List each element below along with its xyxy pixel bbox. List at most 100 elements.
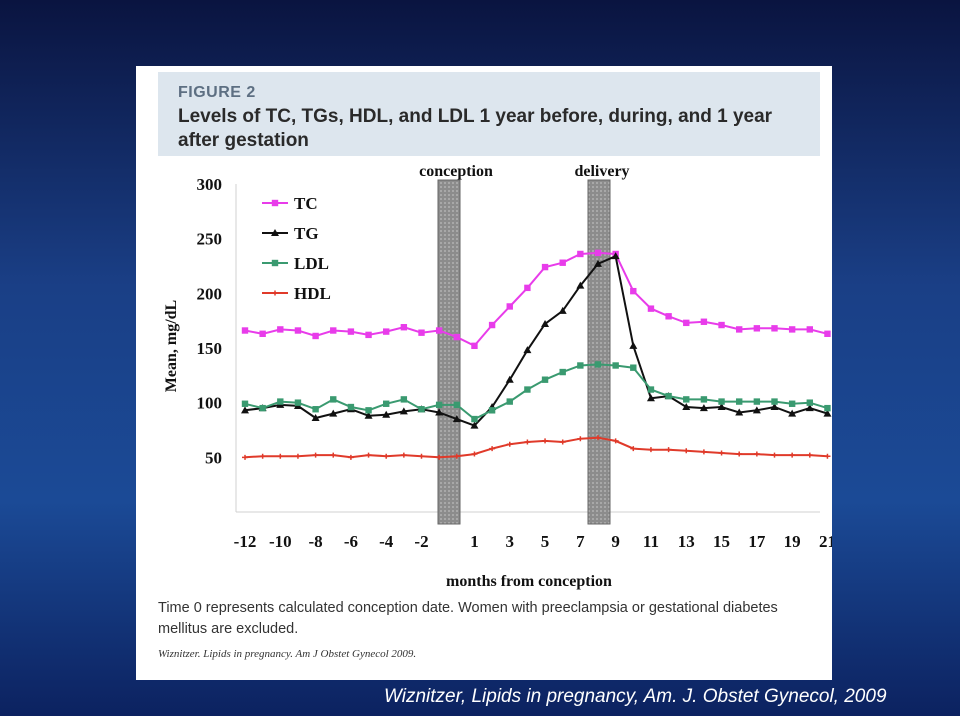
- data-point-hdl: [383, 453, 390, 459]
- data-point-ldl: [683, 396, 690, 403]
- series-ldl: [241, 361, 831, 423]
- data-point-tc: [665, 313, 672, 320]
- data-point-tc: [259, 330, 266, 337]
- data-point-ldl: [700, 396, 708, 403]
- data-point-ldl: [471, 415, 478, 423]
- x-tick-label: -8: [309, 532, 323, 551]
- y-tick-label: 200: [197, 284, 223, 303]
- y-axis-title: Mean, mg/dL: [163, 300, 180, 392]
- data-point-hdl: [294, 453, 301, 459]
- x-tick-label: 9: [611, 532, 620, 551]
- data-point-tg: [770, 403, 779, 411]
- data-point-ldl: [559, 368, 566, 376]
- data-point-tg: [717, 403, 726, 411]
- data-point-tg: [576, 281, 585, 289]
- legend-swatch-marker: [271, 259, 279, 267]
- data-point-ldl: [630, 364, 637, 371]
- data-point-hdl: [806, 452, 813, 458]
- x-tick-label: 17: [748, 532, 766, 551]
- data-point-ldl: [541, 376, 549, 383]
- data-point-tc: [241, 327, 249, 334]
- data-point-hdl: [436, 454, 443, 460]
- legend-item-ldl: LDL: [262, 254, 329, 273]
- x-tick-label: -12: [234, 532, 257, 551]
- data-point-tc: [418, 329, 425, 336]
- delivery-label: delivery: [574, 163, 629, 180]
- data-point-tc: [630, 287, 637, 295]
- data-point-hdl: [242, 454, 248, 460]
- data-point-ldl: [488, 407, 496, 414]
- x-axis-title: months from conception: [446, 573, 612, 590]
- conception-label: conception: [419, 163, 493, 180]
- data-point-tg: [558, 306, 567, 314]
- figure-header: FIGURE 2 Levels of TC, TGs, HDL, and LDL…: [158, 72, 820, 156]
- x-tick-label: -10: [269, 532, 292, 551]
- data-point-tg: [629, 341, 638, 349]
- data-point-hdl: [630, 446, 637, 452]
- data-point-tg: [752, 406, 761, 414]
- data-point-ldl: [453, 401, 460, 409]
- data-point-hdl: [736, 451, 743, 457]
- series-hdl: [242, 435, 831, 460]
- data-point-hdl: [312, 452, 319, 458]
- data-point-hdl: [718, 450, 725, 456]
- legend-label: TG: [294, 224, 319, 243]
- data-point-hdl: [595, 435, 601, 441]
- data-point-tc: [771, 325, 778, 332]
- legend-swatch-marker: [271, 199, 279, 207]
- y-tick-label: 50: [205, 448, 222, 467]
- x-tick-label: -4: [379, 532, 394, 551]
- data-point-ldl: [788, 400, 796, 407]
- data-point-tc: [736, 326, 743, 333]
- data-point-tc: [383, 328, 390, 335]
- data-point-tg: [399, 407, 408, 415]
- data-point-hdl: [612, 438, 619, 444]
- data-point-tc: [577, 250, 584, 258]
- data-point-hdl: [647, 447, 654, 453]
- x-tick-label: 7: [576, 532, 585, 551]
- data-point-tg: [241, 406, 249, 414]
- data-point-ldl: [259, 404, 266, 412]
- data-point-tg: [541, 319, 550, 327]
- data-point-tc: [700, 318, 708, 325]
- data-point-tg: [382, 410, 391, 418]
- x-tick-label: -6: [344, 532, 358, 551]
- data-point-ldl: [400, 396, 408, 403]
- data-point-tc: [294, 327, 302, 334]
- legend-swatch-marker: [272, 290, 278, 296]
- figure-title: Levels of TC, TGs, HDL, and LDL 1 year b…: [178, 106, 773, 151]
- legend-item-tc: TC: [262, 194, 318, 213]
- figure-citation: Wiznitzer. Lipids in pregnancy. Am J Obs…: [158, 648, 417, 660]
- data-point-tc: [806, 326, 813, 333]
- data-point-ldl: [330, 396, 337, 403]
- data-point-hdl: [789, 452, 796, 458]
- data-point-ldl: [294, 399, 302, 406]
- data-point-tc: [347, 328, 355, 335]
- data-point-tg: [682, 403, 691, 411]
- data-point-ldl: [506, 398, 513, 405]
- data-point-tg: [594, 259, 602, 267]
- data-point-tg: [505, 375, 514, 383]
- data-point-hdl: [665, 447, 672, 453]
- data-point-tg: [646, 394, 655, 402]
- data-point-tg: [435, 408, 444, 416]
- data-point-tg: [329, 409, 338, 417]
- data-point-ldl: [771, 398, 778, 405]
- data-point-tg: [311, 413, 320, 421]
- figure-label: FIGURE 2: [178, 84, 256, 101]
- data-point-ldl: [612, 362, 619, 369]
- data-point-tc: [277, 326, 284, 333]
- data-point-tg: [364, 411, 373, 419]
- data-point-ldl: [753, 398, 761, 405]
- data-point-tc: [488, 321, 496, 329]
- data-point-tc: [453, 333, 460, 341]
- data-point-hdl: [471, 451, 478, 457]
- data-point-ldl: [736, 398, 743, 405]
- data-point-tc: [365, 331, 372, 339]
- data-point-ldl: [665, 392, 672, 400]
- legend-item-hdl: HDL: [262, 284, 331, 303]
- data-point-tc: [788, 326, 796, 333]
- x-tick-label: 21: [819, 532, 832, 551]
- data-point-tc: [541, 263, 549, 271]
- series-line-hdl: [244, 436, 828, 459]
